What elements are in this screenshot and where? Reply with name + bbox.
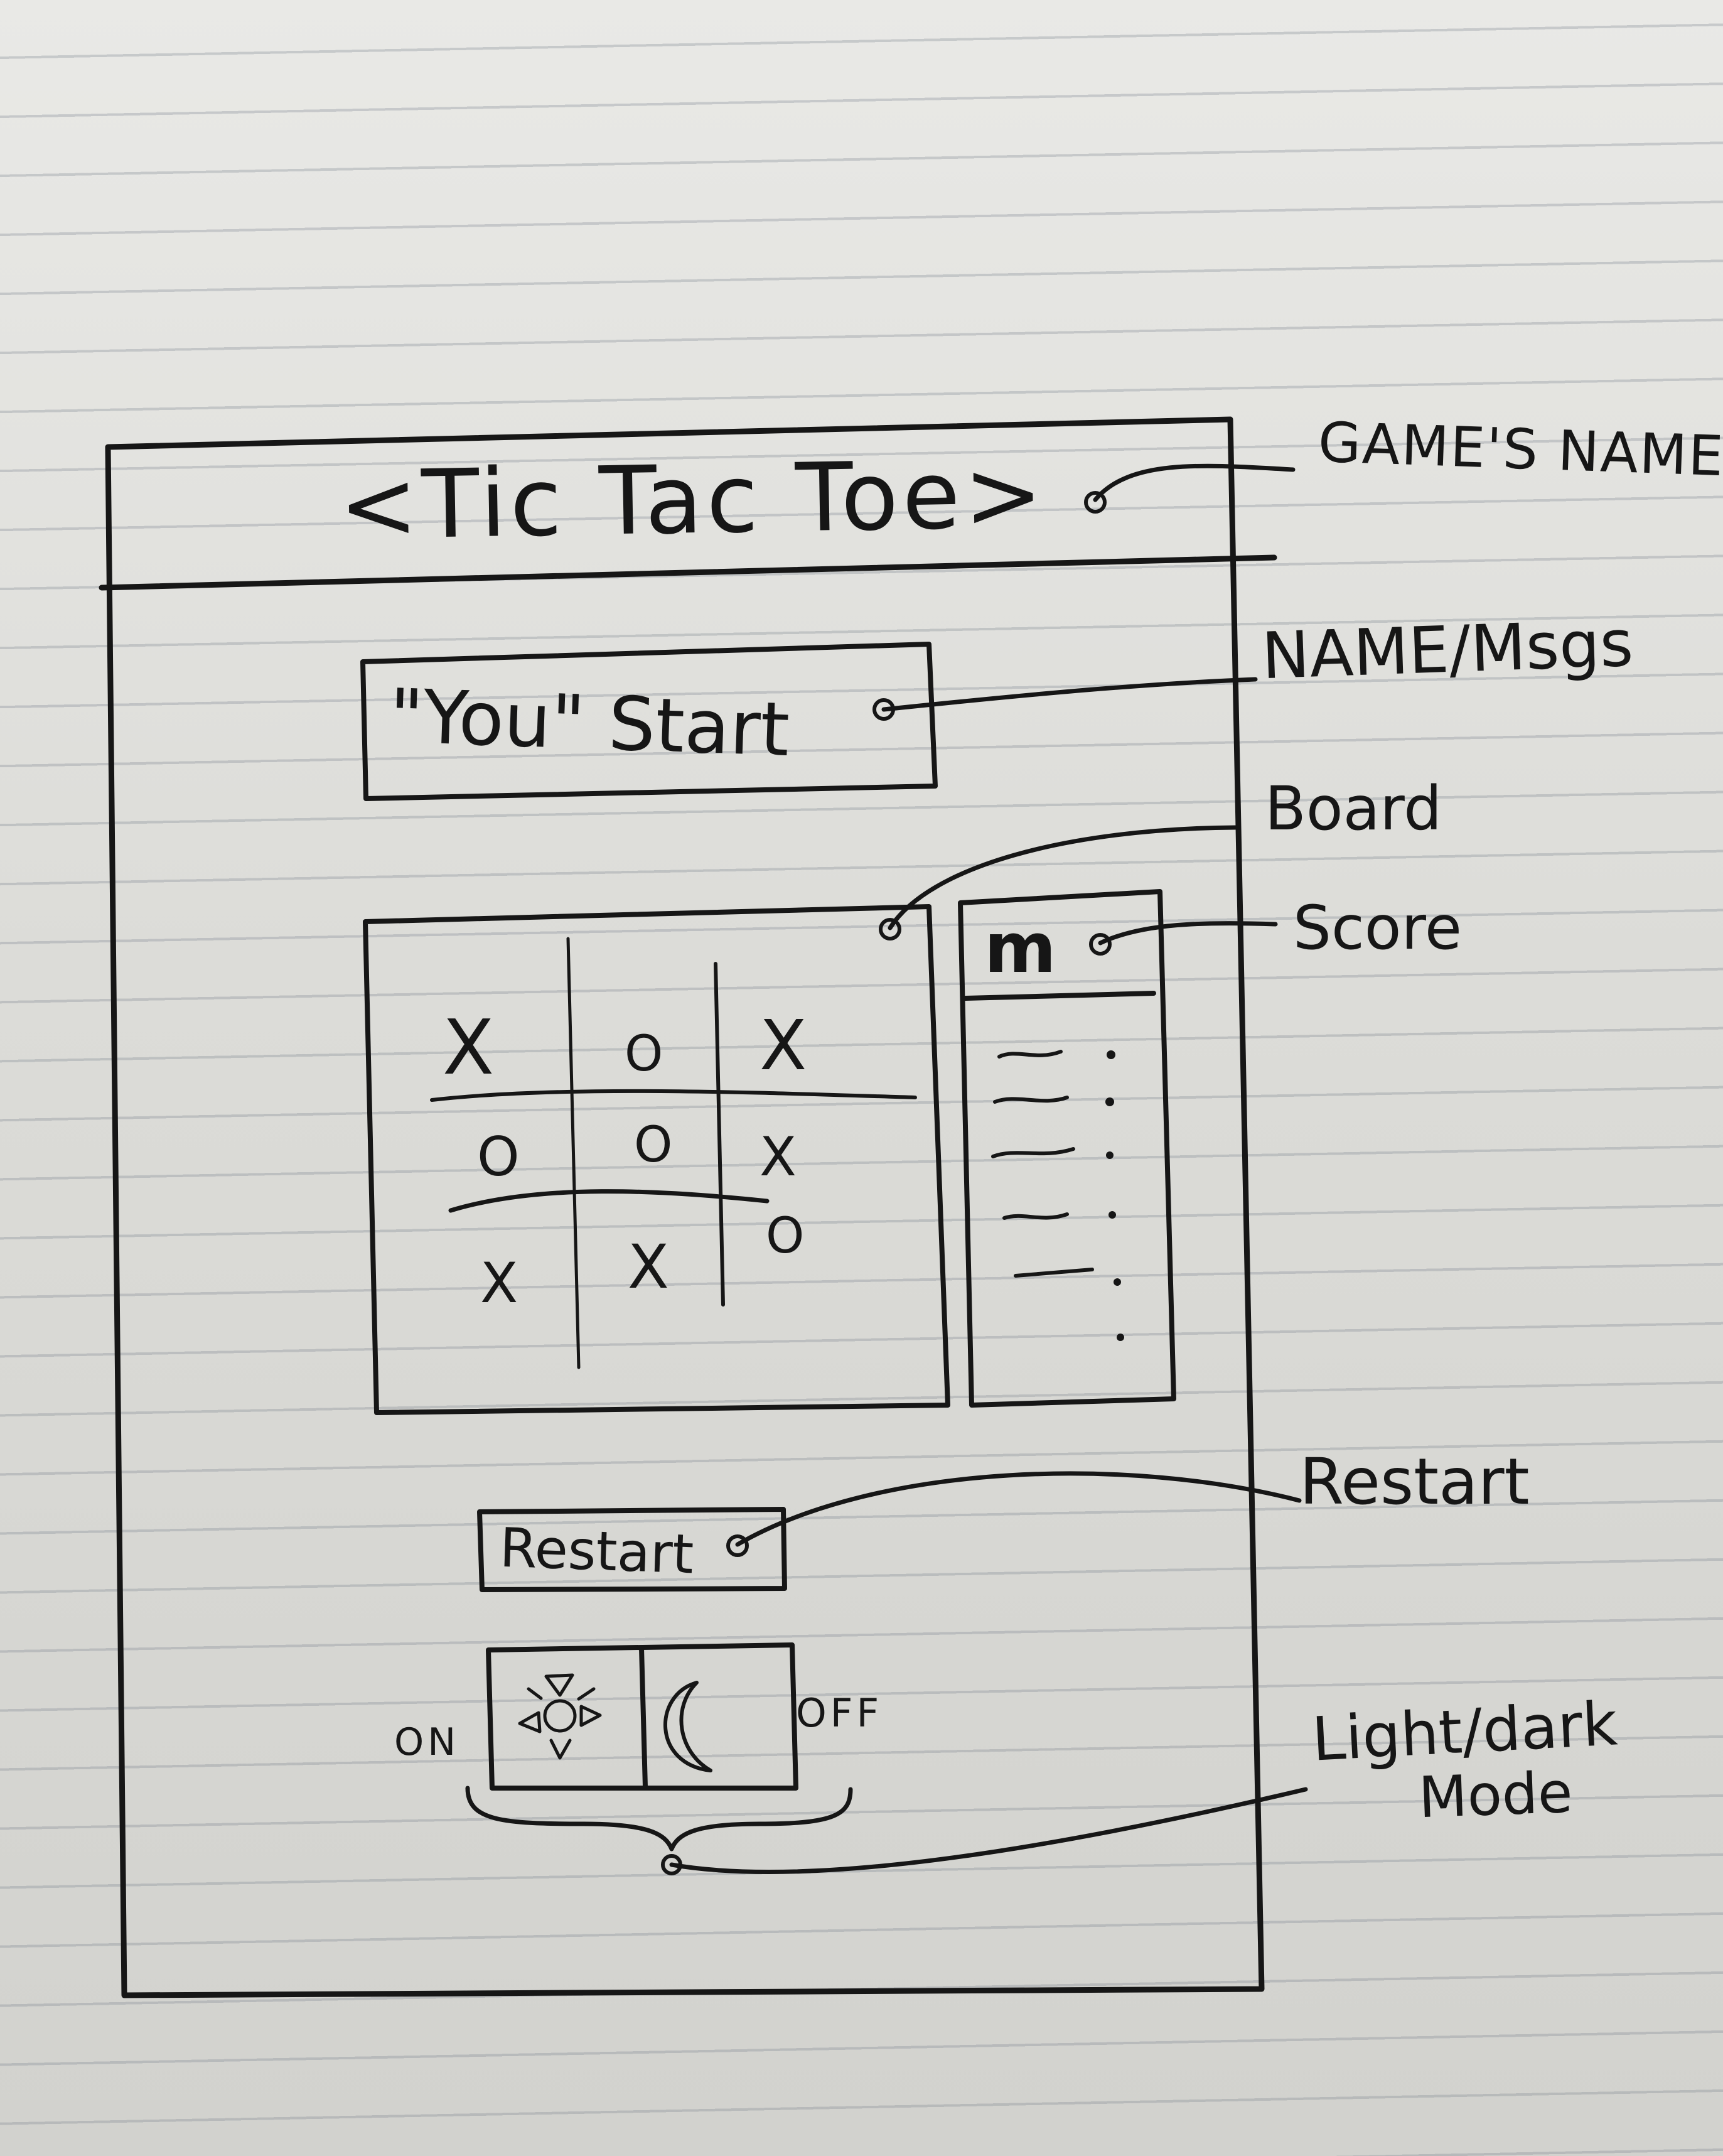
dark-mode-option[interactable]	[644, 1647, 793, 1787]
annotation-name-msgs: NAME/Msgs	[1260, 606, 1634, 694]
moon-icon	[663, 1681, 712, 1772]
callout-score	[1098, 920, 1278, 946]
score-panel-outline	[958, 889, 1176, 1408]
grid-line-h2	[448, 1189, 770, 1213]
mode-toggle-outline	[486, 1642, 798, 1791]
restart-button-outline	[477, 1507, 787, 1592]
callout-light-dark	[669, 1787, 1308, 1874]
toggle-on-label: ON	[394, 1720, 460, 1764]
toggle-off-label: OFF	[796, 1690, 883, 1736]
header-divider	[99, 554, 1277, 591]
board-cell[interactable]: O	[634, 1117, 673, 1173]
board-cell[interactable]: X	[480, 1251, 518, 1315]
restart-button-label: Restart	[498, 1516, 695, 1587]
board-cell[interactable]: X	[443, 1005, 495, 1092]
mode-toggle-divider	[639, 1646, 648, 1789]
sun-icon	[518, 1673, 602, 1760]
board-cell[interactable]: O	[477, 1126, 520, 1188]
message-box-outline	[360, 642, 938, 801]
annotation-game-name: GAME'S NAME	[1317, 409, 1723, 489]
restart-button[interactable]: Restart	[482, 1511, 783, 1588]
annotation-mode: Mode	[1417, 1759, 1574, 1831]
board-cell[interactable]: O	[766, 1208, 805, 1264]
board-cell[interactable]: X	[760, 1126, 797, 1188]
board-cell[interactable]: X	[760, 1005, 807, 1086]
callout-name-msgs	[881, 677, 1258, 712]
game-title: <Tic Tac Toe>	[338, 439, 1048, 561]
annotation-board: Board	[1265, 773, 1442, 844]
score-header: m	[984, 908, 1056, 988]
annotation-restart: Restart	[1299, 1445, 1530, 1519]
callout-game-name	[1093, 463, 1296, 502]
board-cell[interactable]: O	[625, 1026, 663, 1082]
board-cell[interactable]: X	[628, 1232, 669, 1302]
callout-board	[888, 825, 1238, 930]
callout-restart	[735, 1471, 1302, 1547]
grid-line-v1	[566, 937, 581, 1369]
status-message: "You" Start	[387, 672, 791, 773]
board-outline	[363, 904, 950, 1415]
device-frame	[105, 416, 1265, 1998]
grid-line-h1	[430, 1089, 917, 1102]
annotation-light-dark: Light/dark	[1310, 1688, 1619, 1775]
game-board: X O X O O X X X O	[402, 957, 904, 1347]
annotation-score: Score	[1293, 893, 1462, 963]
grid-line-v2	[714, 962, 725, 1307]
toggle-brace	[465, 1786, 853, 1851]
score-header-divider	[963, 991, 1156, 1001]
light-mode-option[interactable]	[491, 1650, 641, 1787]
